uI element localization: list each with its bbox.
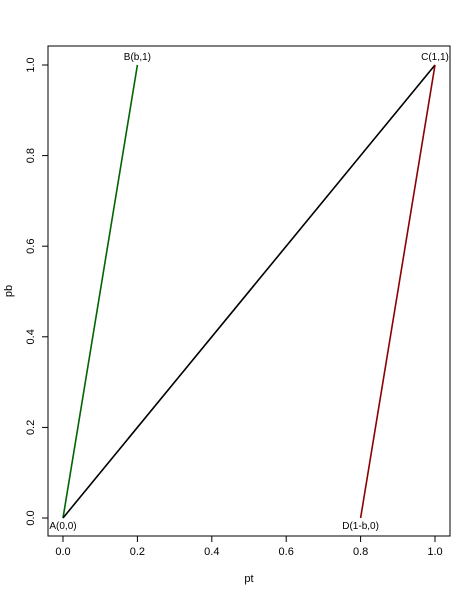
y-tick-label: 1.0 xyxy=(25,57,37,72)
point-label: B(b,1) xyxy=(124,52,151,63)
y-tick-label: 0.0 xyxy=(25,510,37,525)
series-layer xyxy=(62,64,436,519)
y-axis-title: pb xyxy=(3,285,15,297)
series-line xyxy=(359,64,436,519)
x-tick-label: 0.8 xyxy=(353,546,368,558)
x-tick-label: 1.0 xyxy=(427,546,442,558)
x-tick-label: 0.0 xyxy=(55,546,70,558)
point-label: A(0,0) xyxy=(49,521,76,532)
point-label: C(1,1) xyxy=(421,52,449,63)
y-axis: 0.0 0.2 0.4 0.6 0.8 1.0 xyxy=(25,57,49,526)
series-line xyxy=(62,64,436,519)
x-tick-label: 0.4 xyxy=(204,546,219,558)
x-tick-label: 0.2 xyxy=(130,546,145,558)
x-tick-label: 0.6 xyxy=(279,546,294,558)
x-axis: 0.0 0.2 0.4 0.6 0.8 1.0 xyxy=(55,535,443,558)
annotation-layer: A(0,0) B(b,1) C(1,1) D(1-b,0) xyxy=(49,52,449,532)
y-tick-label: 0.8 xyxy=(25,148,37,163)
point-label: D(1-b,0) xyxy=(342,521,379,532)
y-tick-label: 0.2 xyxy=(25,420,37,435)
y-tick-label: 0.6 xyxy=(25,239,37,254)
x-axis-title: pt xyxy=(244,573,253,585)
series-line xyxy=(62,64,139,519)
y-tick-label: 0.4 xyxy=(25,329,37,344)
